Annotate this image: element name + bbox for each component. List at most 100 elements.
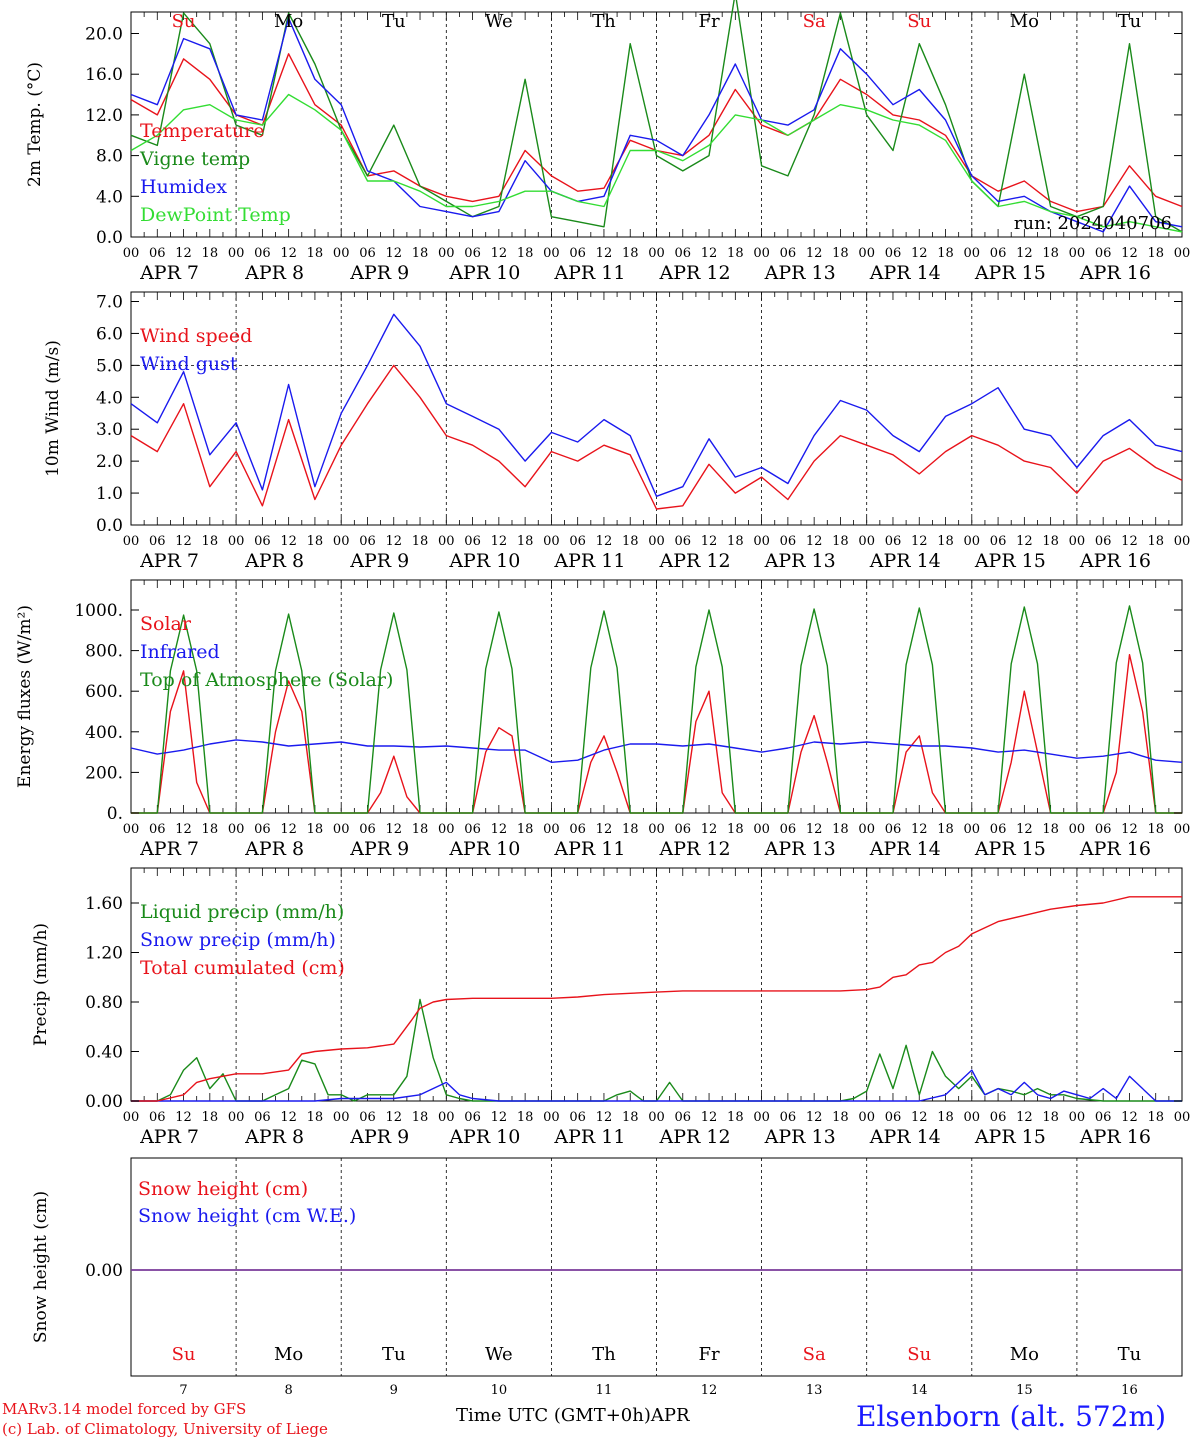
hour-tick-label: 00: [1069, 246, 1086, 261]
hour-tick-label: 12: [1016, 822, 1033, 837]
day-label: APR 12: [659, 262, 731, 284]
hour-tick-label: 06: [149, 822, 166, 837]
y-axis-label: 10m Wind (m/s): [43, 340, 63, 477]
hour-tick-label: 18: [622, 822, 639, 837]
hour-tick-label: 12: [175, 246, 192, 261]
hour-tick-label: 18: [937, 534, 954, 549]
y-tick-label: 4.0: [96, 388, 123, 408]
hour-tick-label: 12: [280, 822, 297, 837]
snow-height-panel: 0.00 Snow height (cm) Snow height (cm) Snow…: [31, 1157, 1183, 1398]
hour-tick-label: 00: [228, 822, 245, 837]
hour-tick-label: 00: [753, 822, 770, 837]
day-label: APR 14: [869, 550, 941, 572]
hour-tick-label: 06: [675, 246, 692, 261]
day-label: APR 14: [869, 1126, 941, 1148]
legend-entry: Temperature: [140, 120, 264, 142]
weekday-label: We: [485, 1344, 513, 1365]
hour-tick-label: 00: [1174, 534, 1191, 549]
hour-tick-label: 00: [964, 1110, 981, 1125]
hour-tick-label: 06: [885, 534, 902, 549]
hour-tick-label: 06: [675, 822, 692, 837]
hour-tick-label: 18: [727, 1110, 744, 1125]
day-label: APR 13: [764, 550, 836, 572]
y-tick-label: 2.0: [96, 452, 123, 472]
hour-tick-label: 12: [596, 534, 613, 549]
hour-tick-label: 12: [1121, 534, 1138, 549]
hour-tick-label: 18: [202, 1110, 219, 1125]
y-tick-label: 0.0: [96, 228, 123, 248]
legend-entry: Liquid precip (mm/h): [140, 901, 344, 923]
energy-flux-panel: 0. 200. 400. 600. 800. 1000. Energy fluxes (W/…: [15, 579, 1190, 860]
y-axis-label: Snow height (cm): [31, 1191, 51, 1343]
hour-tick-label: 06: [254, 246, 271, 261]
hour-tick-label: 06: [675, 1110, 692, 1125]
hour-tick-label: 12: [491, 1110, 508, 1125]
day-number-label: 9: [390, 1383, 398, 1398]
y-tick-label: 7.0: [96, 293, 123, 313]
weekday-label: Th: [592, 11, 616, 32]
hour-tick-label: 06: [569, 246, 586, 261]
hour-tick-label: 06: [780, 534, 797, 549]
day-label: APR 7: [139, 262, 199, 284]
hour-tick-label: 00: [333, 246, 350, 261]
hour-tick-label: 00: [123, 1110, 140, 1125]
legend-entry: Total cumulated (cm): [140, 957, 345, 979]
y-tick-label: 600.: [85, 682, 123, 702]
hour-tick-label: 06: [569, 822, 586, 837]
hour-tick-label: 00: [438, 822, 455, 837]
day-label: APR 12: [659, 838, 731, 860]
hour-tick-label: 12: [1121, 822, 1138, 837]
hour-tick-label: 18: [622, 246, 639, 261]
day-number-label: 12: [701, 1383, 718, 1398]
hour-tick-label: 00: [228, 534, 245, 549]
hour-tick-label: 00: [964, 246, 981, 261]
hour-tick-label: 06: [254, 1110, 271, 1125]
series-line-1: [130, 313, 1183, 497]
hour-tick-label: 12: [385, 822, 402, 837]
day-label: APR 13: [764, 262, 836, 284]
hour-tick-label: 00: [648, 1110, 665, 1125]
legend-entry: Wind gust: [140, 353, 238, 375]
hour-tick-label: 00: [648, 822, 665, 837]
hour-tick-label: 12: [911, 534, 928, 549]
day-label: APR 7: [139, 838, 199, 860]
hour-tick-label: 12: [280, 246, 297, 261]
day-label: APR 15: [974, 1126, 1046, 1148]
y-tick-label: 1.60: [85, 894, 123, 914]
hour-tick-label: 12: [806, 534, 823, 549]
legend-entry: Vigne temp: [139, 148, 250, 170]
hour-tick-label: 06: [359, 822, 376, 837]
day-label: APR 16: [1079, 550, 1151, 572]
day-label: APR 7: [139, 550, 199, 572]
series-line-3: [130, 93, 1183, 233]
weekday-label: Su: [907, 1344, 931, 1365]
hour-tick-label: 06: [1095, 246, 1112, 261]
hour-tick-label: 18: [1147, 822, 1164, 837]
hour-tick-label: 12: [806, 822, 823, 837]
hour-tick-label: 12: [385, 534, 402, 549]
hour-tick-label: 12: [911, 1110, 928, 1125]
day-label: APR 10: [448, 550, 520, 572]
day-number-label: 11: [596, 1383, 613, 1398]
weekday-label: We: [485, 11, 513, 32]
hour-tick-label: 18: [1147, 534, 1164, 549]
day-number-label: 16: [1121, 1383, 1138, 1398]
weekday-label: Fr: [699, 11, 720, 32]
day-number-label: 10: [491, 1383, 508, 1398]
weekday-label: Mo: [274, 11, 303, 32]
hour-tick-label: 12: [701, 1110, 718, 1125]
hour-tick-label: 18: [1147, 1110, 1164, 1125]
hour-tick-label: 18: [832, 246, 849, 261]
y-tick-label: 20.0: [85, 25, 123, 45]
hour-tick-label: 00: [123, 534, 140, 549]
day-number-label: 14: [911, 1383, 928, 1398]
hour-tick-label: 00: [438, 246, 455, 261]
hour-tick-label: 06: [254, 822, 271, 837]
hour-tick-label: 18: [517, 534, 534, 549]
hour-tick-label: 00: [858, 822, 875, 837]
hour-tick-label: 00: [648, 534, 665, 549]
hour-tick-label: 06: [464, 1110, 481, 1125]
y-axis-label: 2m Temp. (°C): [25, 62, 45, 187]
day-label: APR 16: [1079, 262, 1151, 284]
day-label: APR 11: [553, 550, 625, 572]
